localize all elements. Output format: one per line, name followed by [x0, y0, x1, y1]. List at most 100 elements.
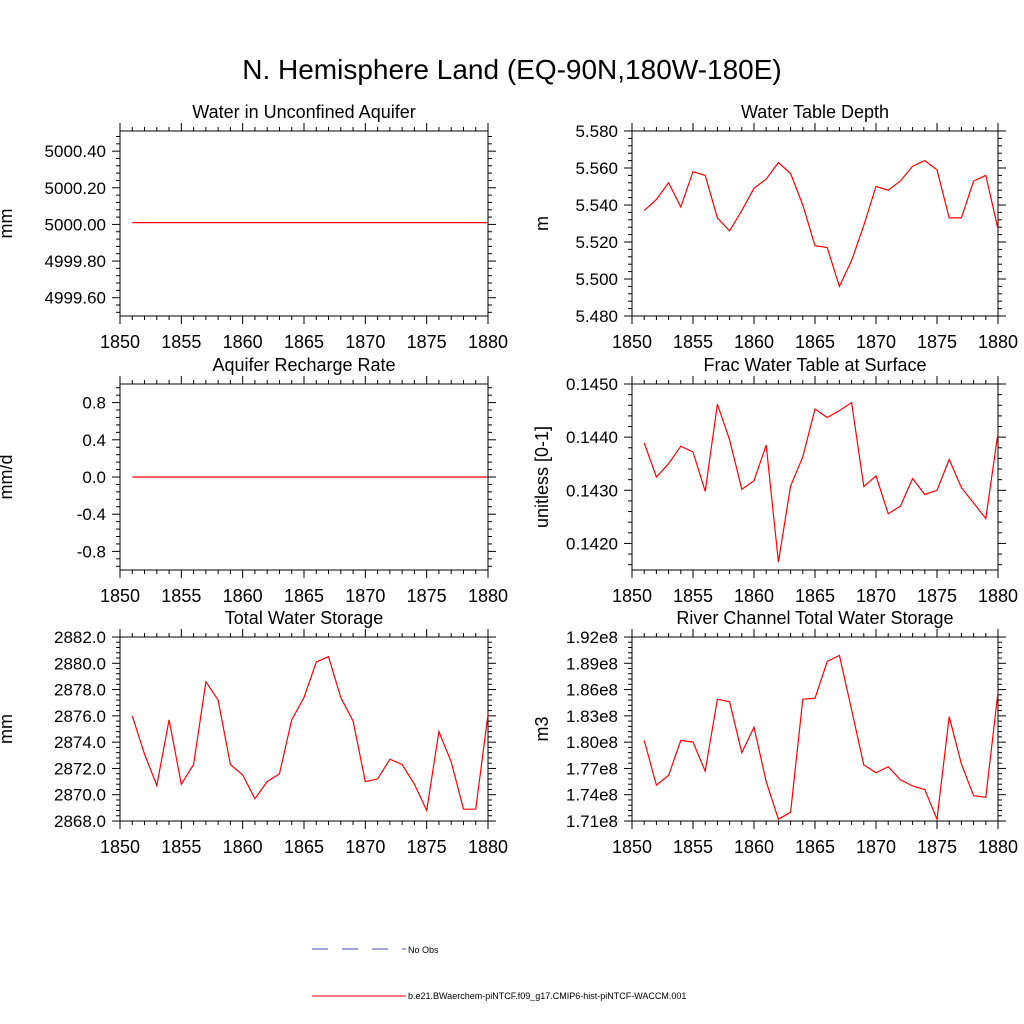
y-tick-label: 2880.0	[54, 654, 106, 673]
y-tick-label: 0.1450	[566, 375, 618, 394]
x-tick-label: 1865	[795, 837, 835, 857]
y-tick-label: 1.86e8	[566, 681, 618, 700]
y-tick-label: 1.92e8	[566, 628, 618, 647]
x-tick-label: 1880	[468, 586, 508, 606]
x-tick-label: 1850	[100, 332, 140, 352]
panel-4: 1850 1855 1860 1865 1870 1875 1880 0.1420 0.1430…	[532, 355, 1018, 606]
page-title: N. Hemisphere Land (EQ-90N,180W-180E)	[242, 54, 782, 85]
x-tick-label: 1855	[673, 837, 713, 857]
x-tick-label: 1855	[161, 332, 201, 352]
x-tick-label: 1865	[284, 586, 324, 606]
panel-2: 1850 1855 1860 1865 1870 1875 1880 5.480 5.500 5.…	[532, 102, 1018, 352]
y-axis-label: m	[532, 216, 552, 231]
x-tick-label: 1865	[284, 837, 324, 857]
panel-5: 1850 1855 1860 1865 1870 1875 1880 2868.0 2870.0…	[0, 608, 508, 857]
series-line	[643, 159, 999, 289]
x-tick-label: 1860	[223, 586, 263, 606]
x-tick-label: 1850	[612, 586, 652, 606]
y-tick-label: 5.580	[575, 122, 618, 141]
x-tick-label: 1850	[100, 837, 140, 857]
plot-frame	[631, 636, 999, 822]
x-tick-label: 1875	[407, 837, 447, 857]
y-tick-label: 5000.40	[45, 142, 106, 161]
series-line	[643, 654, 999, 822]
panel-1: 1850 1855 1860 1865 1870 1875 1880 4999.60 4999.…	[0, 102, 508, 352]
panel-title: Water in Unconfined Aquifer	[192, 102, 415, 122]
x-tick-label: 1865	[284, 332, 324, 352]
y-tick-label: 1.77e8	[566, 759, 618, 778]
x-tick-label: 1880	[978, 837, 1018, 857]
x-tick-label: 1860	[734, 332, 774, 352]
panel-3: 1850 1855 1860 1865 1870 1875 1880 -0.8 -0.4 0.0 0…	[0, 355, 508, 606]
x-tick-label: 1860	[223, 332, 263, 352]
y-tick-label: 2882.0	[54, 628, 106, 647]
panel-title: Water Table Depth	[741, 102, 889, 122]
y-axis-label: mm/d	[0, 455, 16, 500]
y-tick-label: 1.89e8	[566, 654, 618, 673]
series-line	[643, 401, 999, 563]
panel-title: Aquifer Recharge Rate	[212, 355, 395, 375]
y-tick-label: -0.4	[77, 505, 106, 524]
y-tick-label: 1.80e8	[566, 733, 618, 752]
y-tick-label: 5000.20	[45, 179, 106, 198]
panel-6: 1850 1855 1860 1865 1870 1875 1880 1.71e8 1.74e8…	[532, 608, 1018, 857]
y-tick-label: 2878.0	[54, 681, 106, 700]
y-tick-label: 5.480	[575, 307, 618, 326]
x-tick-label: 1880	[468, 837, 508, 857]
y-tick-label: 5.540	[575, 196, 618, 215]
x-tick-label: 1875	[407, 332, 447, 352]
x-tick-label: 1870	[345, 332, 385, 352]
panel-title: Total Water Storage	[225, 608, 383, 628]
y-axis-label: mm	[0, 714, 16, 744]
y-tick-label: 2872.0	[54, 759, 106, 778]
y-tick-label: 0.1440	[566, 428, 618, 447]
x-tick-label: 1860	[734, 837, 774, 857]
y-tick-label: 2876.0	[54, 707, 106, 726]
x-tick-label: 1850	[612, 837, 652, 857]
y-axis-label: mm	[0, 209, 16, 239]
y-tick-label: 0.0	[82, 468, 106, 487]
panel-title: River Channel Total Water Storage	[676, 608, 953, 628]
y-tick-label: 4999.60	[45, 289, 106, 308]
x-tick-label: 1870	[345, 837, 385, 857]
x-tick-label: 1875	[917, 332, 957, 352]
y-tick-label: 0.1430	[566, 481, 618, 500]
x-tick-label: 1880	[468, 332, 508, 352]
y-tick-label: -0.8	[77, 542, 106, 561]
x-tick-label: 1870	[856, 837, 896, 857]
panel-title: Frac Water Table at Surface	[703, 355, 926, 375]
plot-frame	[631, 383, 999, 571]
x-tick-label: 1860	[734, 586, 774, 606]
x-tick-label: 1870	[856, 586, 896, 606]
y-tick-label: 5000.00	[45, 215, 106, 234]
y-tick-label: 1.71e8	[566, 812, 618, 831]
y-tick-label: 2868.0	[54, 812, 106, 831]
y-axis-label: unitless [0-1]	[532, 426, 552, 528]
y-tick-label: 0.1420	[566, 534, 618, 553]
x-tick-label: 1850	[612, 332, 652, 352]
x-tick-label: 1855	[673, 332, 713, 352]
y-tick-label: 5.500	[575, 270, 618, 289]
plot-frame	[119, 636, 489, 822]
y-tick-label: 1.83e8	[566, 707, 618, 726]
legend-label-no-obs: No Obs	[408, 945, 439, 955]
y-tick-label: 2874.0	[54, 733, 106, 752]
series-line	[131, 655, 489, 813]
x-tick-label: 1850	[100, 586, 140, 606]
y-axis-label: m3	[532, 716, 552, 741]
x-tick-label: 1865	[795, 586, 835, 606]
plot-frame	[119, 130, 489, 317]
y-tick-label: 4999.80	[45, 252, 106, 271]
y-tick-label: 0.4	[82, 431, 106, 450]
x-tick-label: 1865	[795, 332, 835, 352]
plot-frame	[631, 130, 999, 317]
x-tick-label: 1875	[917, 586, 957, 606]
y-tick-label: 5.560	[575, 159, 618, 178]
x-tick-label: 1855	[161, 586, 201, 606]
y-tick-label: 5.520	[575, 233, 618, 252]
legend-label-run: b.e21.BWaerchem-piNTCF.f09_g17.CMIP6-his…	[408, 991, 686, 1001]
x-tick-label: 1870	[345, 586, 385, 606]
x-tick-label: 1880	[978, 586, 1018, 606]
x-tick-label: 1880	[978, 332, 1018, 352]
